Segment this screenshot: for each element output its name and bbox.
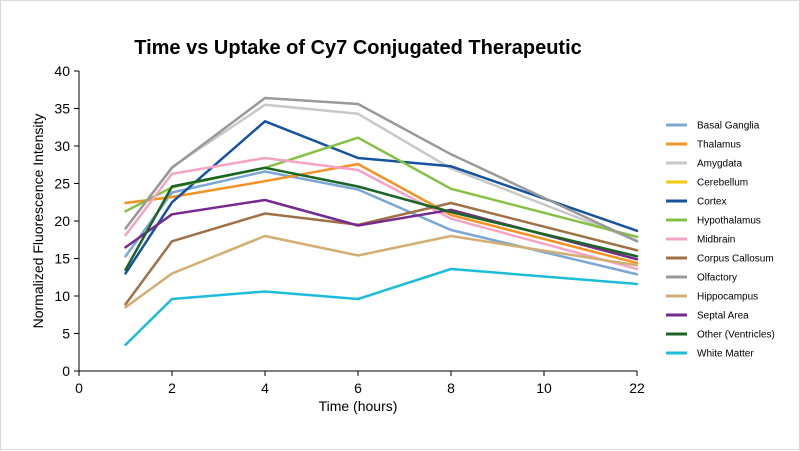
y-tick-label: 35 xyxy=(54,101,70,117)
series-line-corpus-callosum xyxy=(124,201,639,306)
x-tick-label: 2 xyxy=(168,380,176,396)
legend-label: Hippocampus xyxy=(697,292,758,303)
series-line-septal-area xyxy=(124,198,639,261)
x-tick-label: 0 xyxy=(75,380,83,396)
legend-label: Hypothalamus xyxy=(697,216,761,227)
legend-label: Other (Ventricles) xyxy=(697,330,775,341)
y-tick-label: 30 xyxy=(54,138,70,154)
tick-labels: 0 2 4 6 8 10 22 0 5 10 15 20 25 30 35 40 xyxy=(54,63,645,396)
x-tick-label: 10 xyxy=(536,380,552,396)
x-axis-title: Time (hours) xyxy=(319,398,398,414)
series-line-white-matter xyxy=(124,267,639,347)
legend-label: Septal Area xyxy=(697,311,749,322)
series-line-cortex xyxy=(124,120,639,275)
legend-label: Thalamus xyxy=(697,140,741,151)
series-line-hypothalamus xyxy=(124,136,639,239)
series-line-basal-ganglia xyxy=(124,170,639,276)
legend-label: White Matter xyxy=(697,349,754,360)
y-tick-label: 20 xyxy=(54,213,70,229)
series-line-other-ventricles xyxy=(124,166,639,272)
y-tick-label: 40 xyxy=(54,63,70,79)
legend-label: Olfactory xyxy=(697,273,737,284)
y-tick-label: 10 xyxy=(54,288,70,304)
x-tick-label: 6 xyxy=(354,380,362,396)
legend-label: Amygdata xyxy=(697,159,742,170)
legend-label: Cerebellum xyxy=(697,178,748,189)
legend-label: Corpus Callosum xyxy=(697,254,774,265)
y-tick-label: 25 xyxy=(54,176,70,192)
x-tick-label: 8 xyxy=(447,380,455,396)
y-tick-label: 0 xyxy=(62,363,70,379)
y-axis-title: Normalized Fluorescence Intensity xyxy=(30,114,46,329)
legend-label: Basal Ganglia xyxy=(697,121,760,132)
y-tick-label: 15 xyxy=(54,251,70,267)
y-tick-label: 5 xyxy=(62,326,70,342)
x-tick-label: 4 xyxy=(261,380,269,396)
chart-title: Time vs Uptake of Cy7 Conjugated Therape… xyxy=(134,37,582,59)
series-lines xyxy=(124,96,639,347)
legend: Basal Ganglia Thalamus Amygdata Cerebellum C… xyxy=(666,121,775,360)
legend-label: Midbrain xyxy=(697,235,735,246)
series-line-midbrain xyxy=(124,156,639,271)
x-tick-label: 22 xyxy=(629,380,645,396)
series-line-hippocampus xyxy=(124,234,639,309)
series-line-olfactory xyxy=(124,96,639,243)
legend-label: Cortex xyxy=(697,197,726,208)
